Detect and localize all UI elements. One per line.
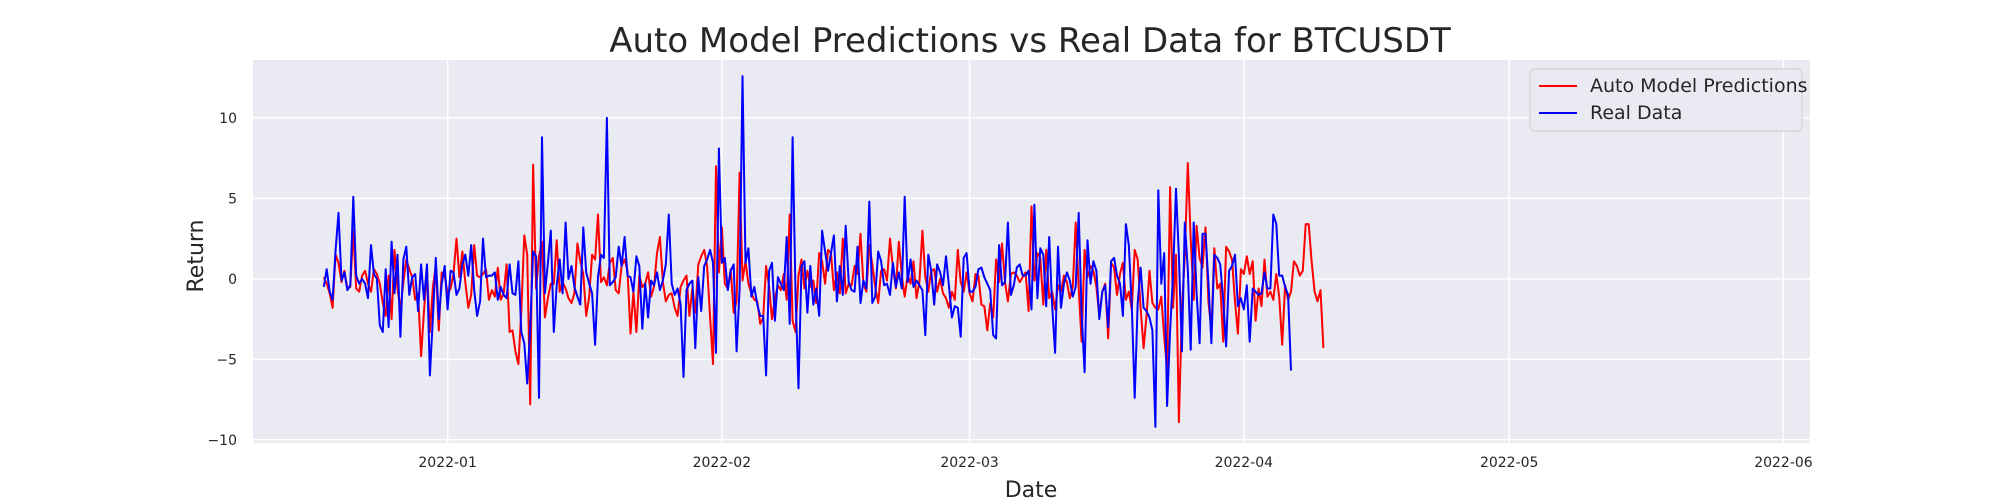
y-tick-label: 5 <box>228 191 237 207</box>
y-axis-label: Return <box>184 219 209 292</box>
y-tick-label: 0 <box>228 272 237 288</box>
x-axis-label: Date <box>1005 478 1058 500</box>
y-tick-label: 10 <box>219 111 237 127</box>
y-axis-ticks: −10 −5 0 5 10 <box>207 111 237 449</box>
y-tick-label: −10 <box>207 433 237 449</box>
x-tick-label: 2022-01 <box>418 455 477 471</box>
x-tick-label: 2022-05 <box>1480 455 1539 471</box>
chart-title: Auto Model Predictions vs Real Data for … <box>609 21 1451 61</box>
legend-box <box>1529 68 1803 132</box>
legend: Auto Model Predictions Real Data <box>1529 68 1808 132</box>
x-tick-label: 2022-06 <box>1754 455 1813 471</box>
series-line-real-data <box>322 75 1292 428</box>
x-tick-label: 2022-03 <box>940 455 999 471</box>
x-axis-ticks: 2022-01 2022-02 2022-03 2022-04 2022-05 2022-… <box>418 455 1812 471</box>
legend-label-real-data: Real Data <box>1590 102 1682 124</box>
series-group <box>322 75 1325 428</box>
y-tick-label: −5 <box>216 352 237 368</box>
legend-label-predictions: Auto Model Predictions <box>1590 75 1808 97</box>
x-tick-label: 2022-04 <box>1215 455 1274 471</box>
x-tick-label: 2022-02 <box>693 455 752 471</box>
